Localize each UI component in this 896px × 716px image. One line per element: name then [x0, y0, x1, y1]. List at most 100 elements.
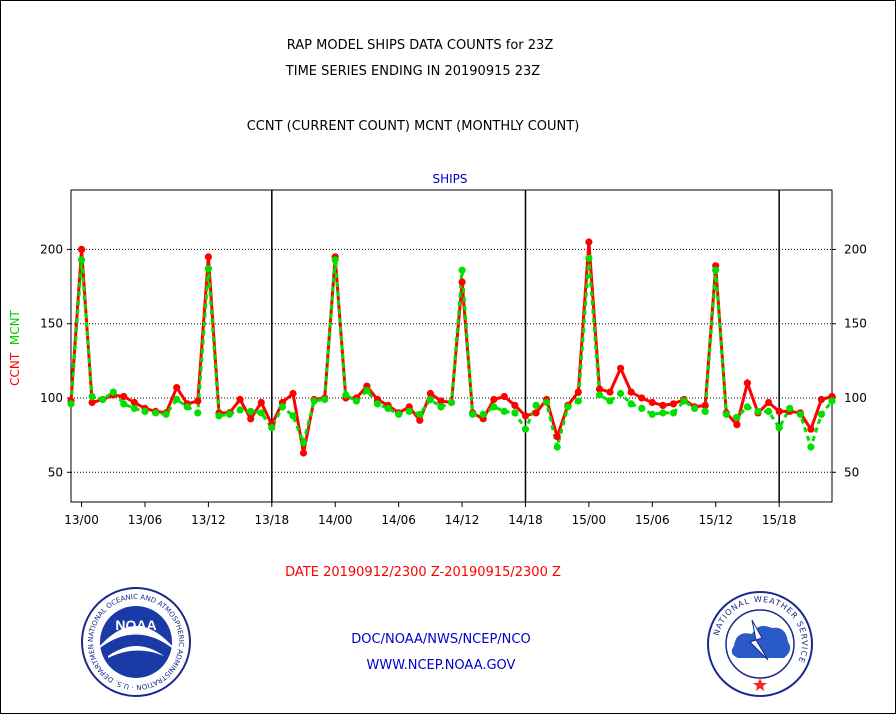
- data-point-mcnt: [426, 395, 434, 404]
- data-point-mcnt: [627, 400, 635, 408]
- data-point-mcnt: [606, 397, 614, 405]
- noaa-logo-icon: NOAA NATIONAL OCEANIC AND ATMOSPHERIC AD…: [80, 586, 191, 697]
- data-point-ccnt: [648, 398, 656, 407]
- data-point-ccnt: [511, 401, 519, 409]
- data-point-mcnt: [120, 400, 128, 408]
- x-tick-label: 13/12: [191, 513, 226, 527]
- data-point-mcnt: [225, 410, 234, 418]
- data-point-mcnt: [310, 397, 318, 405]
- x-tick-label: 15/12: [698, 513, 733, 527]
- data-point-mcnt: [712, 266, 720, 274]
- data-point-ccnt: [765, 398, 773, 407]
- data-point-mcnt: [458, 266, 466, 274]
- data-point-mcnt: [289, 412, 297, 420]
- url-link[interactable]: WWW.NCEP.NOAA.GOV: [366, 658, 516, 673]
- data-point-ccnt: [88, 398, 96, 407]
- data-point-mcnt: [299, 439, 308, 447]
- data-point-ccnt: [299, 449, 308, 457]
- data-point-mcnt: [511, 409, 519, 417]
- x-tick-label: 14/00: [318, 513, 353, 527]
- data-point-mcnt: [669, 409, 678, 417]
- data-point-mcnt: [638, 404, 646, 412]
- data-point-ccnt: [426, 389, 434, 398]
- data-point-mcnt: [194, 409, 202, 417]
- data-point-mcnt: [342, 391, 350, 399]
- data-point-ccnt: [257, 398, 265, 407]
- data-point-ccnt: [817, 395, 826, 404]
- data-point-mcnt: [78, 256, 86, 264]
- data-point-mcnt: [384, 404, 392, 412]
- x-tick-label: 13/00: [64, 513, 99, 527]
- data-point-mcnt: [765, 407, 773, 415]
- data-point-mcnt: [786, 404, 794, 412]
- y-tick-label-right: 200: [844, 242, 867, 256]
- title-line-1: RAP MODEL SHIPS DATA COUNTS for 23Z: [286, 38, 554, 53]
- data-point-mcnt: [183, 403, 191, 411]
- data-point-ccnt: [743, 379, 752, 387]
- data-point-mcnt: [543, 398, 551, 407]
- data-point-mcnt: [722, 410, 730, 418]
- series-line-ccnt: [69, 241, 833, 454]
- data-point-ccnt: [521, 412, 530, 420]
- data-point-mcnt: [574, 397, 582, 405]
- data-point-mcnt: [447, 398, 456, 407]
- data-point-ccnt: [606, 388, 614, 396]
- x-tick-label: 15/06: [635, 513, 670, 527]
- data-point-mcnt: [585, 254, 593, 262]
- data-point-ccnt: [775, 407, 783, 415]
- data-point-ccnt: [659, 401, 667, 409]
- data-point-ccnt: [437, 397, 445, 405]
- data-point-mcnt: [733, 413, 741, 421]
- data-point-ccnt: [247, 415, 255, 423]
- data-point-ccnt: [236, 395, 244, 404]
- x-tick-label: 14/12: [445, 513, 480, 527]
- data-point-ccnt: [289, 389, 297, 398]
- data-point-mcnt: [236, 406, 244, 414]
- data-point-mcnt: [680, 397, 688, 405]
- data-point-mcnt: [553, 443, 561, 451]
- data-point-mcnt: [691, 404, 699, 412]
- data-point-mcnt: [828, 397, 836, 405]
- data-point-mcnt: [796, 410, 804, 418]
- data-point-mcnt: [807, 443, 815, 451]
- nws-logo-icon: NATIONAL WEATHER SERVICE: [707, 591, 813, 697]
- data-point-ccnt: [490, 395, 498, 404]
- x-tick-label: 14/06: [381, 513, 416, 527]
- org-label: DOC/NOAA/NWS/NCEP/NCO: [351, 632, 531, 647]
- data-point-ccnt: [416, 416, 424, 424]
- y-tick-label-right: 100: [844, 391, 867, 405]
- noaa-text: NOAA: [115, 617, 156, 633]
- data-point-mcnt: [141, 407, 149, 415]
- data-point-mcnt: [817, 410, 826, 418]
- y-tick-label-left: 100: [40, 391, 63, 405]
- data-point-ccnt: [204, 253, 212, 261]
- data-point-ccnt: [130, 398, 138, 407]
- data-point-mcnt: [363, 387, 371, 395]
- data-point-mcnt: [701, 407, 709, 415]
- data-point-ccnt: [585, 238, 593, 246]
- data-point-mcnt: [173, 395, 181, 404]
- x-tick-label: 13/18: [255, 513, 290, 527]
- data-point-mcnt: [373, 400, 382, 408]
- date-range-label: DATE 20190912/2300 Z-20190915/2300 Z: [285, 565, 561, 580]
- data-point-ccnt: [173, 384, 181, 392]
- data-point-mcnt: [754, 407, 762, 415]
- data-point-mcnt: [67, 400, 75, 408]
- plot-frame: [70, 189, 833, 503]
- y-tick-label-left: 50: [48, 465, 63, 479]
- data-point-ccnt: [638, 394, 646, 402]
- y-tick-label-right: 50: [844, 465, 859, 479]
- data-point-mcnt: [352, 397, 360, 405]
- data-point-ccnt: [500, 392, 508, 401]
- title-line-2: TIME SERIES ENDING IN 20190915 23Z: [285, 64, 541, 79]
- data-point-mcnt: [321, 395, 329, 404]
- data-point-mcnt: [564, 403, 572, 411]
- x-tick-label: 14/18: [508, 513, 543, 527]
- data-point-ccnt: [627, 388, 635, 396]
- data-point-mcnt: [88, 392, 96, 401]
- data-point-mcnt: [130, 404, 138, 412]
- data-point-mcnt: [595, 391, 604, 399]
- data-point-mcnt: [278, 403, 286, 411]
- y-tick-label-right: 150: [844, 317, 867, 331]
